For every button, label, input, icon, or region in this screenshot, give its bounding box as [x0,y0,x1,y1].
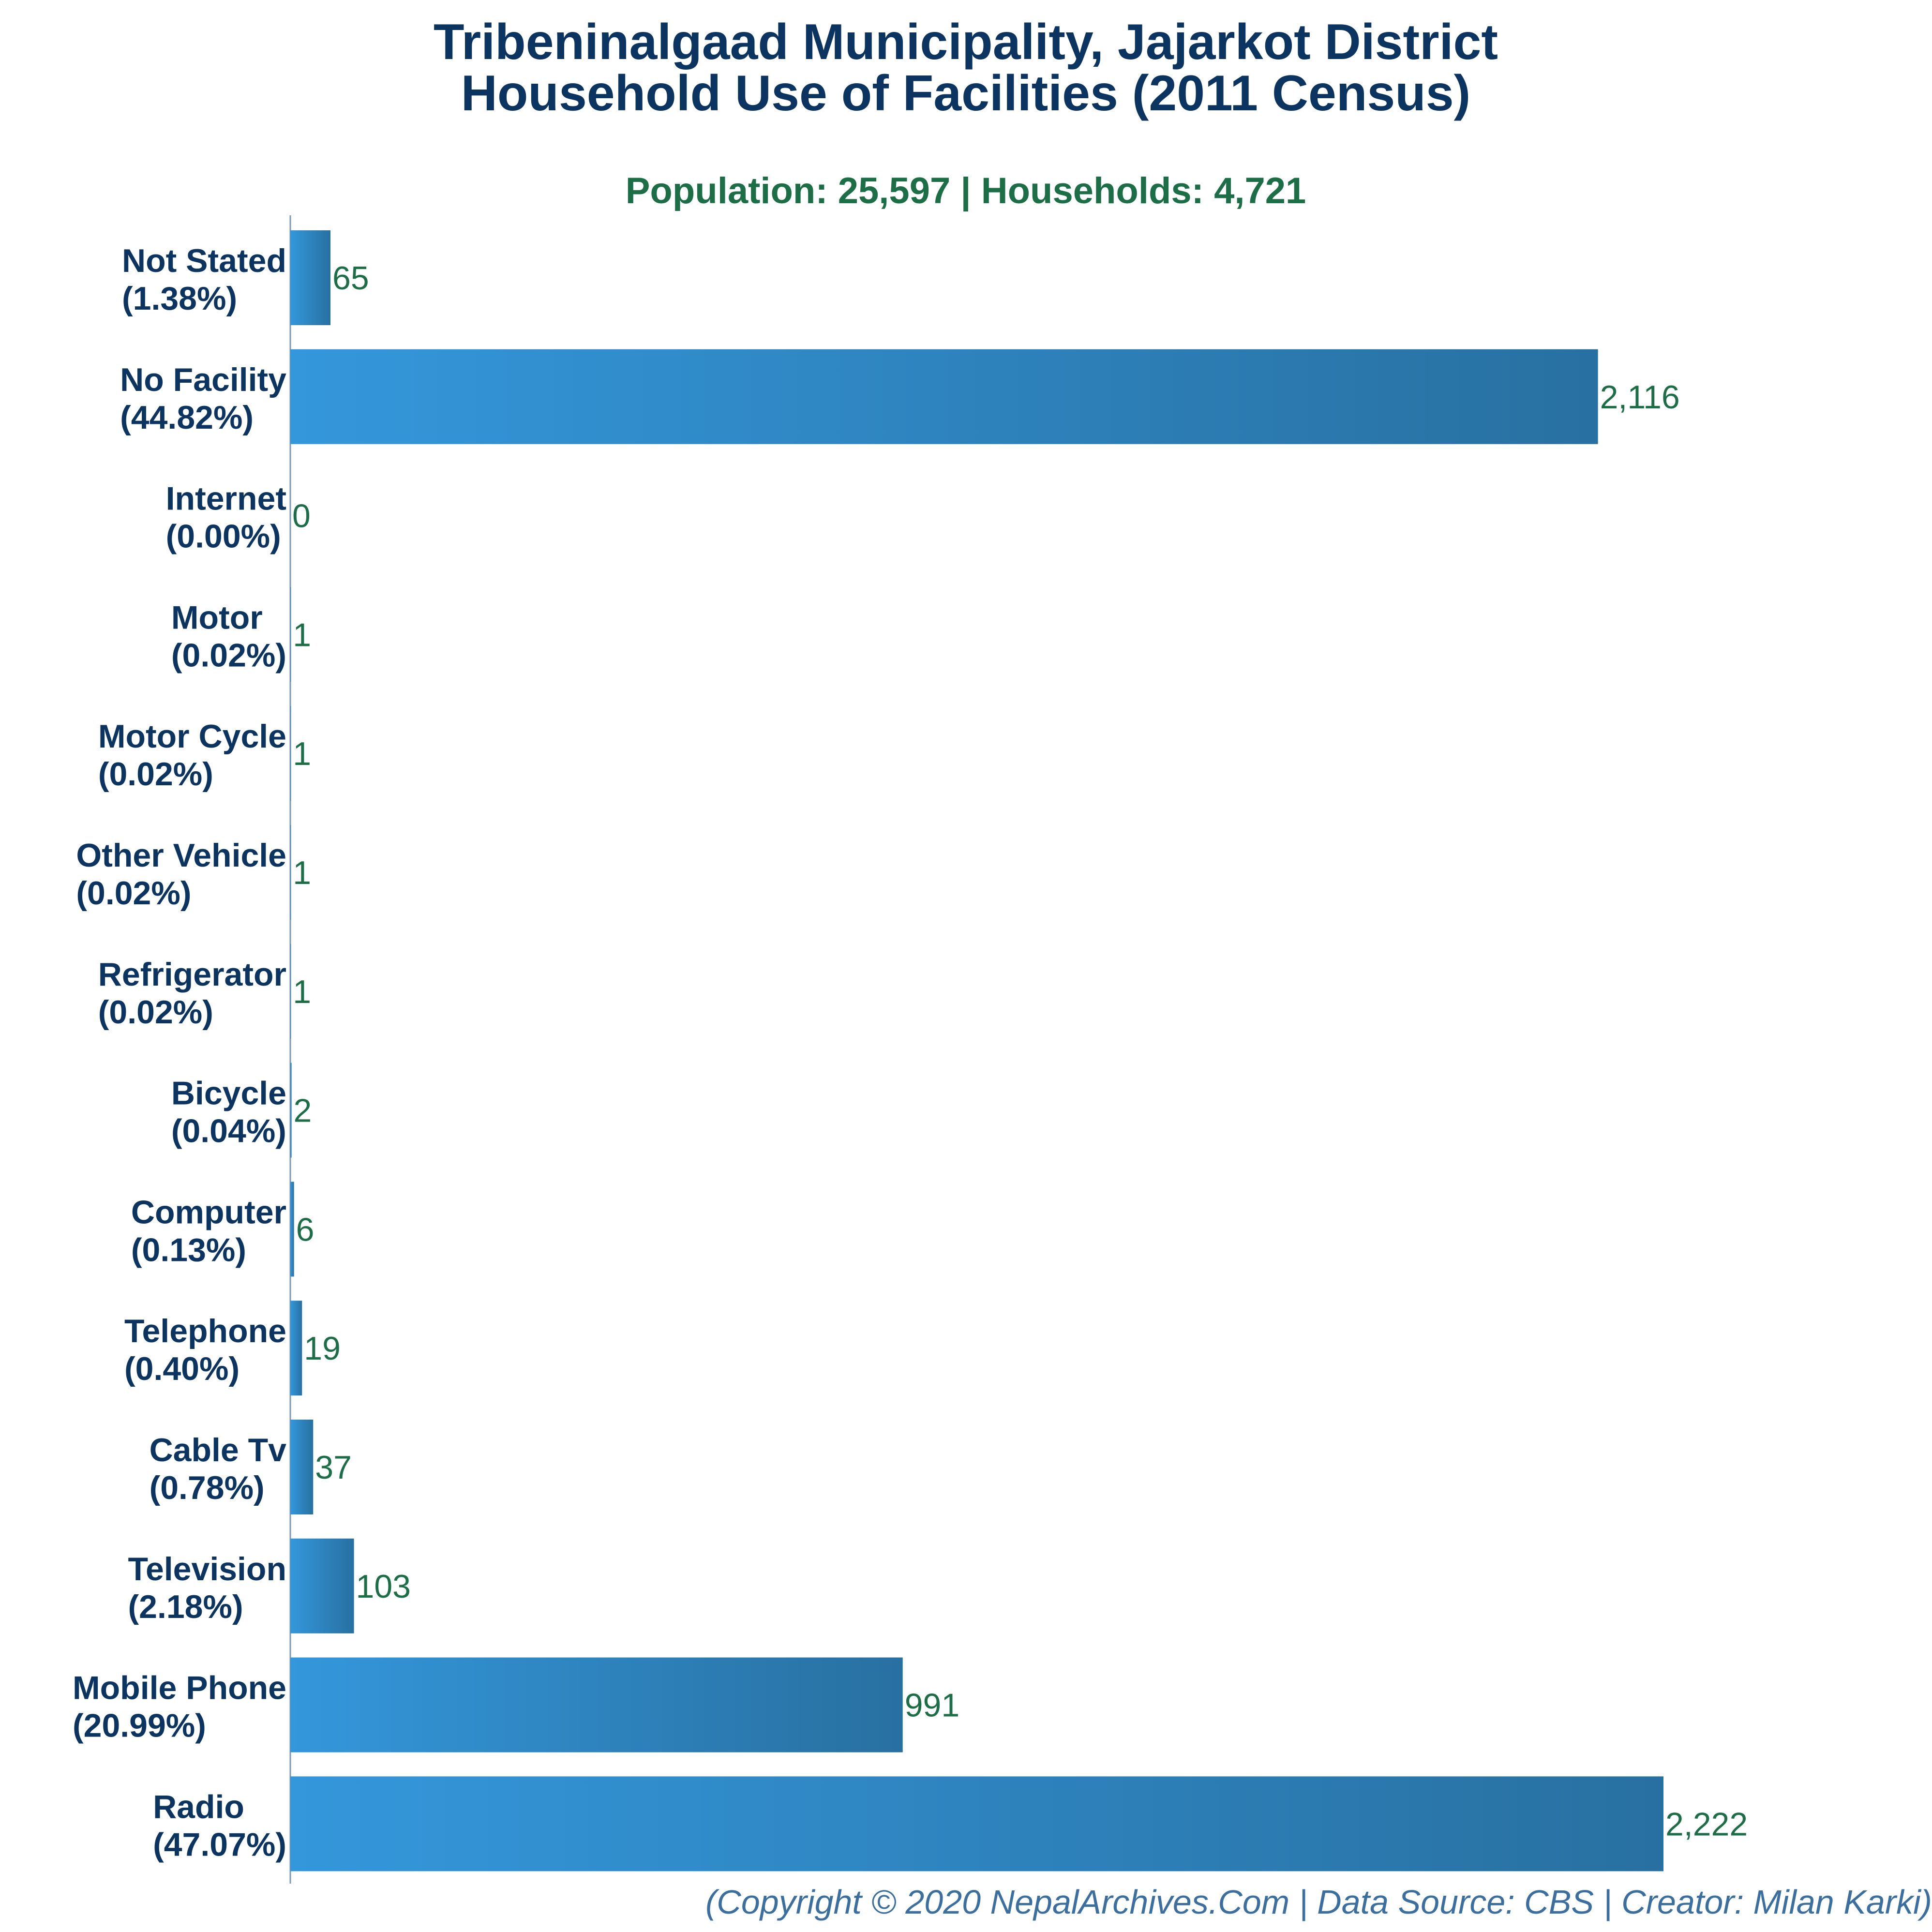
category-name: Telephone [124,1313,286,1349]
category-label: Telephone (0.40%) [124,1313,286,1387]
category-name: Computer [131,1194,286,1230]
category-percent: (2.18%) [128,1588,243,1625]
category-label: Motor Cycle (0.02%) [98,718,286,793]
category-percent: (0.13%) [131,1231,246,1268]
bar-television [290,1538,354,1633]
category-name: Other Vehicle [76,837,286,874]
bar-telephone [290,1301,302,1396]
category-name: Bicycle [171,1075,286,1112]
category-name: Radio [153,1788,244,1825]
value-label: 19 [304,1330,341,1367]
category-percent: (0.02%) [171,637,286,674]
category-percent: (0.04%) [171,1113,286,1150]
category-label: Bicycle (0.04%) [171,1075,286,1150]
bar-cable-tv [290,1420,314,1514]
category-name: Motor [171,599,263,636]
category-label: Radio (47.07%) [153,1788,286,1863]
bar-mobile-phone [290,1657,903,1752]
category-percent: (0.02%) [98,756,213,793]
category-label: No Facility (44.82%) [120,361,286,436]
bar-motor [290,587,291,682]
category-name: Refrigerator [98,956,286,993]
category-name: Television [128,1551,286,1588]
category-label: Motor (0.02%) [171,599,286,674]
category-label: Computer (0.13%) [131,1194,286,1268]
bar-refrigerator [290,944,291,1039]
category-percent: (20.99%) [73,1707,206,1744]
value-label: 0 [292,498,311,535]
value-label: 1 [293,735,311,772]
bar-other-vehicle [290,825,291,920]
bar-not-stated [290,230,331,325]
category-name: Internet [166,480,286,517]
category-label: Television (2.18%) [128,1551,286,1625]
category-label: Cable Tv (0.78%) [150,1432,287,1506]
category-name: No Facility [120,361,286,398]
bar-motor-cycle [290,706,291,801]
value-label: 6 [296,1211,315,1248]
value-label: 103 [356,1568,411,1605]
category-percent: (0.78%) [150,1469,265,1506]
bar-bicycle [290,1063,292,1158]
value-label: 1 [293,616,311,653]
category-label: Internet (0.00%) [166,480,286,555]
category-label: Not Stated (1.38%) [122,242,286,317]
chart-footer: (Copyright © 2020 NepalArchives.Com | Da… [705,1883,1932,1921]
category-percent: (44.82%) [120,399,254,436]
category-name: Mobile Phone [73,1670,286,1707]
bars-group: Not Stated (1.38%) 65 No Facility (44.82%) 2,… [73,230,1748,1872]
value-label: 2,222 [1665,1806,1748,1842]
chart-subtitle: Population: 25,597 | Households: 4,721 [626,170,1306,212]
value-label: 65 [332,260,369,297]
bar-computer [290,1182,294,1277]
category-percent: (0.00%) [166,518,281,555]
chart-title-line-1: Tribeninalgaad Municipality, Jajarkot Di… [434,14,1498,70]
category-label: Refrigerator (0.02%) [98,956,286,1031]
category-label: Mobile Phone (20.99%) [73,1670,286,1744]
category-percent: (0.02%) [98,994,213,1031]
value-label: 991 [905,1687,959,1724]
category-label: Other Vehicle (0.02%) [76,837,286,912]
bar-radio [290,1776,1663,1872]
category-name: Not Stated [122,242,286,279]
value-label: 2 [294,1093,312,1129]
category-percent: (0.40%) [124,1350,240,1387]
category-name: Motor Cycle [98,718,286,755]
value-label: 1 [293,854,311,891]
value-label: 1 [293,973,311,1010]
category-name: Cable Tv [150,1432,287,1468]
bar-no-facility [290,349,1598,444]
category-percent: (1.38%) [122,280,237,317]
chart-title-line-2: Household Use of Facilities (2011 Census… [461,65,1470,121]
category-percent: (0.02%) [76,875,191,912]
value-label: 2,116 [1600,379,1680,416]
category-percent: (47.07%) [153,1826,286,1863]
value-label: 37 [315,1449,352,1486]
